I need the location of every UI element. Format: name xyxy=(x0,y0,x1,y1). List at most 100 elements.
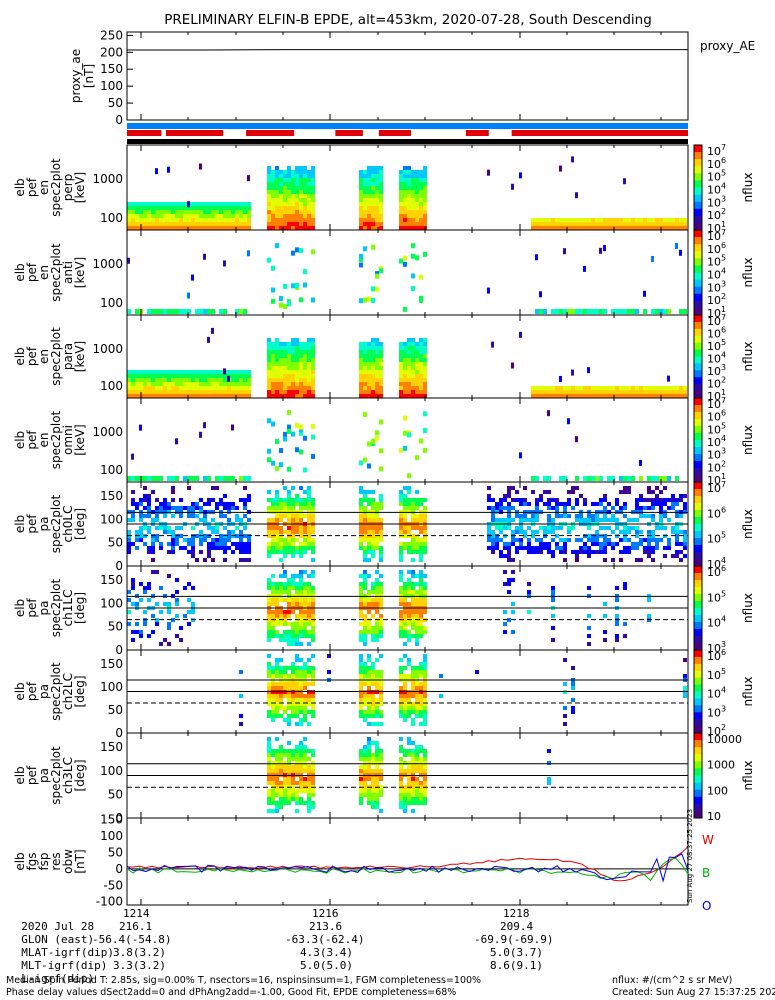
heat-cell xyxy=(275,350,279,354)
heat-cell xyxy=(555,526,559,530)
heat-cell xyxy=(403,534,407,538)
heat-cell xyxy=(291,534,295,538)
heat-cell xyxy=(487,287,490,294)
heat-cell xyxy=(407,546,411,550)
heat-cell xyxy=(287,186,291,190)
heat-cell xyxy=(267,358,271,362)
heat-cell xyxy=(623,546,627,550)
heat-cell xyxy=(291,626,295,630)
heat-cell xyxy=(667,309,671,314)
heat-cell xyxy=(235,206,239,210)
heat-cell xyxy=(579,226,583,230)
heat-cell xyxy=(203,534,207,538)
heat-cell xyxy=(411,350,415,354)
heat-cell xyxy=(619,530,623,534)
heat-cell xyxy=(291,714,295,718)
heat-cell xyxy=(615,386,619,390)
heat-cell xyxy=(411,618,415,622)
heat-cell xyxy=(363,214,367,218)
heat-cell xyxy=(311,550,315,554)
heat-cell xyxy=(283,634,287,638)
heat-cell xyxy=(267,578,271,582)
heat-cell xyxy=(635,518,639,522)
heat-cell xyxy=(595,542,599,546)
heat-cell xyxy=(239,202,243,206)
heat-cell xyxy=(655,476,659,481)
heat-cell xyxy=(283,777,287,781)
heat-cell xyxy=(279,386,283,390)
heat-cell xyxy=(243,218,247,222)
heat-cell xyxy=(379,809,383,813)
heat-cell xyxy=(411,342,415,346)
heat-cell xyxy=(367,226,371,230)
heat-cell xyxy=(407,714,411,718)
heat-cell xyxy=(307,769,311,773)
heat-cell xyxy=(359,610,363,614)
heat-cell xyxy=(551,498,555,502)
heat-cell xyxy=(283,670,287,674)
pef_pa_spec2plot_ch0LC-ytick: 0 xyxy=(115,559,123,573)
heat-cell xyxy=(271,586,275,590)
heat-cell xyxy=(311,423,315,429)
heat-cell xyxy=(415,642,419,646)
heat-cell xyxy=(279,634,283,638)
heat-cell xyxy=(603,390,607,394)
heat-cell xyxy=(291,578,295,582)
pef_en_spec2plot_anti-colorbar-segment xyxy=(694,286,702,295)
heat-cell xyxy=(583,546,587,550)
bar-red-segment xyxy=(378,130,411,136)
heat-cell xyxy=(311,434,315,440)
heat-cell xyxy=(359,590,363,594)
heat-cell xyxy=(307,694,311,698)
heat-cell xyxy=(667,476,671,481)
heat-cell xyxy=(271,538,275,542)
heat-cell xyxy=(403,618,407,622)
colorbar-tick-base: 10 xyxy=(707,474,721,487)
heat-cell xyxy=(311,346,315,350)
heat-cell xyxy=(539,226,543,230)
heat-cell xyxy=(543,542,547,546)
heat-cell xyxy=(419,502,423,506)
heat-cell xyxy=(363,622,367,626)
heat-cell xyxy=(575,554,579,558)
heat-cell xyxy=(535,222,539,226)
heat-cell xyxy=(615,526,619,530)
heat-cell xyxy=(215,214,219,218)
heat-cell xyxy=(271,550,275,554)
heat-cell xyxy=(303,626,307,630)
heat-cell xyxy=(399,586,403,590)
heat-cell xyxy=(579,514,583,518)
heat-cell xyxy=(291,674,295,678)
heat-cell xyxy=(295,350,299,354)
heat-cell xyxy=(167,526,171,530)
heat-cell xyxy=(403,542,407,546)
heat-cell xyxy=(659,538,663,542)
heat-cell xyxy=(619,490,623,494)
heat-cell xyxy=(171,370,175,374)
heat-cell xyxy=(167,476,171,481)
heat-cell xyxy=(359,354,363,358)
colorbar-tick-exp: 1 xyxy=(721,388,726,397)
heat-cell xyxy=(243,394,247,398)
heat-cell xyxy=(219,534,223,538)
heat-cell xyxy=(311,178,315,182)
heat-cell xyxy=(243,486,247,490)
heat-cell xyxy=(267,214,271,218)
heat-cell xyxy=(151,490,155,494)
heat-cell xyxy=(603,542,607,546)
heat-cell xyxy=(411,362,415,366)
heat-cell xyxy=(359,502,363,506)
heat-cell xyxy=(651,394,655,398)
heat-cell xyxy=(267,257,271,263)
heat-cell xyxy=(279,749,283,753)
heat-cell xyxy=(307,198,311,202)
heat-cell xyxy=(171,202,175,206)
heat-cell xyxy=(163,206,167,210)
heat-cell xyxy=(199,530,203,534)
pef_pa_spec2plot_ch1LC-colorbar-tick: 106 xyxy=(707,564,726,579)
heat-cell xyxy=(415,789,419,793)
colorbar-tick-exp: 7 xyxy=(721,143,726,152)
pef_pa_spec2plot_ch0LC-colorbar-segment xyxy=(694,482,702,490)
heat-cell xyxy=(631,309,635,314)
heat-cell xyxy=(303,358,307,362)
